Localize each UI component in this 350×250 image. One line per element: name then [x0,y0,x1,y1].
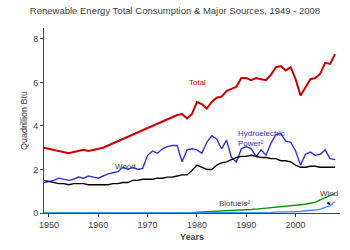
svg-text:1950: 1950 [39,220,59,230]
svg-text:Biofuels²: Biofuels² [219,199,250,208]
svg-text:1980: 1980 [187,220,207,230]
svg-text:6: 6 [33,78,38,88]
svg-text:Wind: Wind [320,189,338,198]
svg-text:8: 8 [33,34,38,44]
svg-text:1960: 1960 [88,220,108,230]
svg-text:2: 2 [33,165,38,175]
svg-text:Years: Years [180,232,204,242]
svg-text:2000: 2000 [286,220,306,230]
svg-text:1990: 1990 [236,220,256,230]
svg-text:HydroelectricPower²: HydroelectricPower² [238,129,285,148]
svg-text:Renewable Energy Total Consump: Renewable Energy Total Consumption & Maj… [30,5,320,16]
svg-text:1970: 1970 [138,220,158,230]
svg-text:4: 4 [33,121,38,131]
svg-text:Wood: Wood [115,162,136,171]
svg-text:Total: Total [189,78,206,87]
svg-text:Quadrillion Btu: Quadrillion Btu [19,91,29,150]
svg-text:0: 0 [33,208,38,218]
